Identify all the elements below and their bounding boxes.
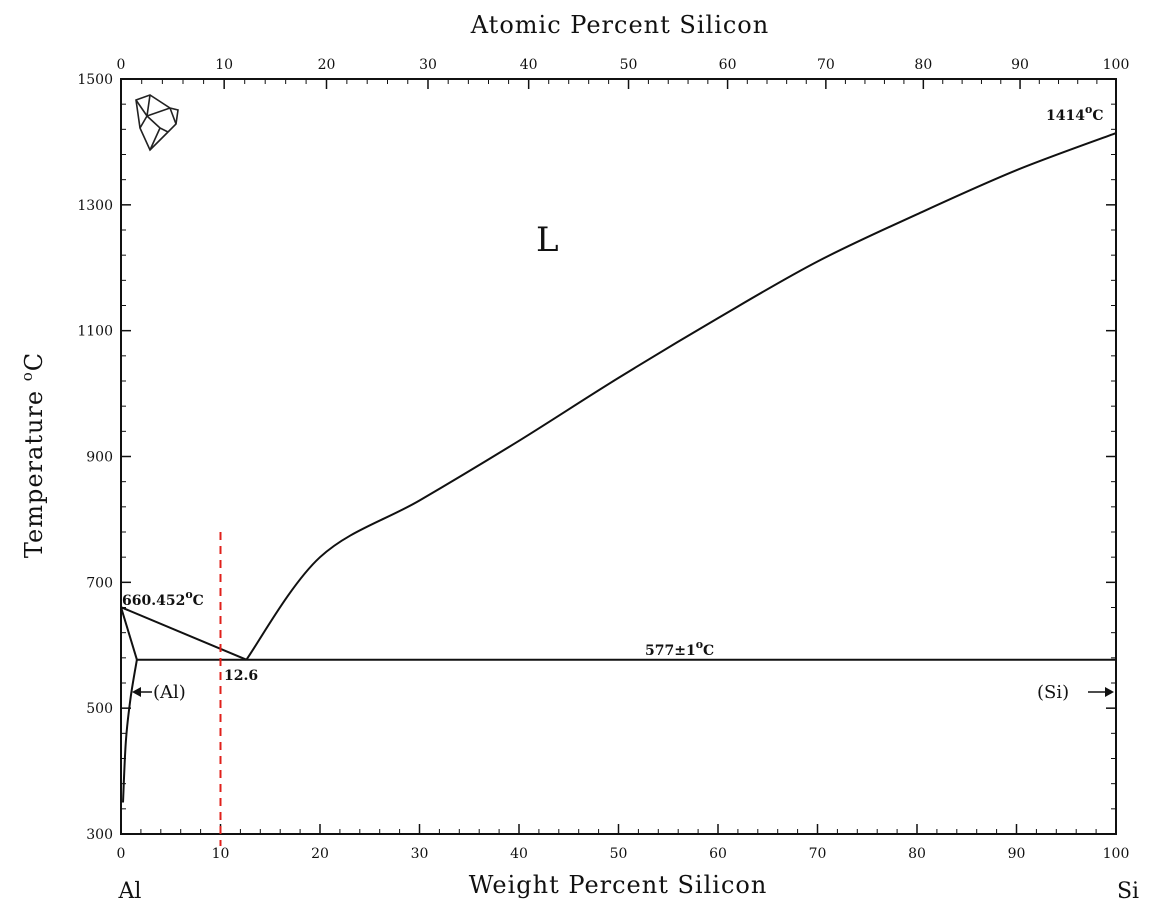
si-melting-label: 1414oC bbox=[1046, 103, 1103, 124]
y-tick-label: 1100 bbox=[77, 324, 113, 340]
si-phase-label: (Si) bbox=[1037, 682, 1069, 703]
si-melting-unit: C bbox=[1092, 108, 1103, 124]
top-tick-label: 30 bbox=[419, 57, 437, 73]
crystal-logo-icon bbox=[135, 94, 179, 152]
top-tick-label: 90 bbox=[1011, 57, 1029, 73]
y-tick-label: 900 bbox=[86, 450, 113, 466]
y-axis-title-unit: C bbox=[20, 352, 48, 371]
y-axis-title-main: Temperature bbox=[20, 381, 48, 558]
x-tick-label: 70 bbox=[809, 846, 827, 862]
si-melting-value: 1414 bbox=[1046, 108, 1085, 124]
x-tick-label: 10 bbox=[212, 846, 230, 862]
y-axis-title: Temperature oC bbox=[18, 352, 48, 558]
top-tick-label: 40 bbox=[520, 57, 538, 73]
x-tick-label: 90 bbox=[1008, 846, 1026, 862]
eutectic-comp-label: 12.6 bbox=[224, 668, 258, 684]
al-phase-label: (Al) bbox=[153, 682, 186, 703]
eutectic-temp-deg: o bbox=[696, 638, 703, 651]
top-tick-label: 80 bbox=[914, 57, 932, 73]
al-phase-arrow-icon bbox=[132, 687, 152, 697]
phase-boundary-line bbox=[120, 606, 247, 661]
y-tick-label: 1300 bbox=[77, 198, 113, 214]
top-tick-label: 0 bbox=[117, 57, 126, 73]
al-melting-label: 660.452oC bbox=[122, 588, 204, 609]
si-phase-arrow-icon bbox=[1088, 687, 1114, 697]
top-tick-label: 20 bbox=[318, 57, 336, 73]
y-axis-title-sup: o bbox=[18, 371, 36, 381]
top-tick-label: 70 bbox=[817, 57, 835, 73]
top-tick-label: 100 bbox=[1103, 57, 1130, 73]
top-tick-label: 50 bbox=[620, 57, 638, 73]
x-tick-label: 40 bbox=[510, 846, 528, 862]
x-tick-label: 60 bbox=[709, 846, 727, 862]
liquid-label: L bbox=[536, 220, 559, 260]
phase-boundary-line bbox=[122, 659, 138, 803]
y-tick-label: 500 bbox=[86, 701, 113, 717]
axis-ticks: 0 10 20 30 40 50 60 70 80 90 100300500700900110013… bbox=[77, 57, 1129, 862]
eutectic-temp-label: 577±1oC bbox=[645, 638, 714, 659]
top-tick-label: 60 bbox=[719, 57, 737, 73]
x-tick-label: 20 bbox=[311, 846, 329, 862]
y-tick-label: 700 bbox=[86, 575, 113, 591]
x-tick-label: 30 bbox=[411, 846, 429, 862]
x-tick-label: 80 bbox=[908, 846, 926, 862]
x-tick-label: 100 bbox=[1103, 846, 1130, 862]
x-tick-label: 50 bbox=[610, 846, 628, 862]
x-tick-label: 0 bbox=[117, 846, 126, 862]
element-label-al: Al bbox=[118, 879, 142, 903]
al-melting-deg: o bbox=[185, 588, 192, 601]
y-tick-label: 300 bbox=[86, 827, 113, 843]
phase-boundary-line bbox=[245, 132, 1117, 661]
x-axis-title: Weight Percent Silicon bbox=[469, 871, 768, 899]
top-axis-title: Atomic Percent Silicon bbox=[470, 11, 769, 39]
eutectic-temp-value: 577±1 bbox=[645, 643, 696, 659]
al-melting-unit: C bbox=[193, 593, 204, 609]
phase-boundary-line bbox=[120, 606, 138, 660]
top-tick-label: 10 bbox=[215, 57, 233, 73]
al-melting-value: 660.452 bbox=[122, 593, 185, 609]
si-melting-deg: o bbox=[1085, 103, 1092, 116]
y-tick-label: 1500 bbox=[77, 72, 113, 88]
eutectic-temp-unit: C bbox=[703, 643, 714, 659]
element-label-si: Si bbox=[1117, 879, 1139, 903]
phase-boundaries bbox=[120, 132, 1117, 803]
